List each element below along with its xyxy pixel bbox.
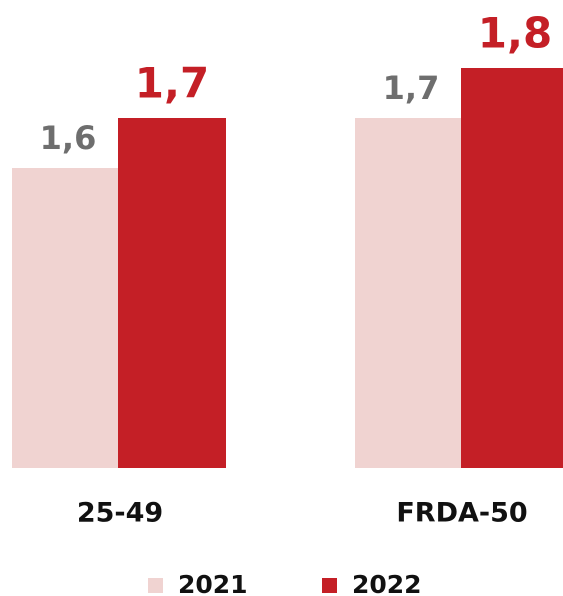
legend-swatch [148, 578, 163, 593]
legend-label: 2021 [178, 570, 248, 596]
value-label: 1,6 [40, 119, 97, 157]
bar [461, 68, 563, 468]
bar [118, 118, 226, 468]
x-tick-label: 25-49 [77, 498, 163, 529]
value-label: 1,7 [383, 69, 440, 107]
value-label: 1,8 [478, 9, 552, 58]
legend-swatch [322, 578, 337, 593]
bar [355, 118, 461, 468]
bar [12, 168, 118, 468]
x-tick-label: FRDA-50 [396, 498, 527, 529]
legend-label: 2022 [352, 570, 422, 596]
value-label: 1,7 [135, 59, 209, 108]
